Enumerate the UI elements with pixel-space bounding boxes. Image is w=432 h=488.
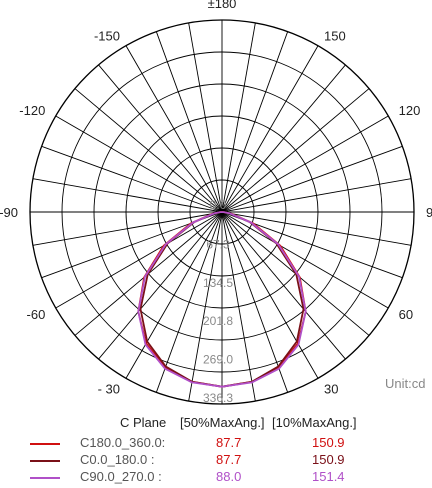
grid-spoke: [221, 64, 346, 213]
legend-value-10: 150.9: [312, 435, 345, 450]
grid-spoke: [155, 31, 223, 213]
grid-spoke: [221, 211, 289, 393]
radial-label: 134.5: [203, 276, 233, 290]
angle-label: -90: [0, 205, 18, 220]
grid-spoke: [55, 211, 223, 309]
legend-header-50: [50%MaxAng.]: [180, 415, 265, 430]
grid-spoke: [55, 115, 223, 213]
radial-label: 269.0: [203, 353, 233, 367]
grid-spoke: [125, 45, 223, 213]
intensity-curve: [137, 211, 307, 388]
radial-label: 0.0: [210, 198, 227, 212]
radial-labels: 0.0 67.3 134.5 201.8 269.0 336.3: [203, 198, 233, 405]
grid-spoke: [74, 88, 223, 213]
unit-label: Unit:cd: [385, 376, 426, 391]
angle-label: 30: [324, 382, 338, 397]
angle-label: -120: [19, 103, 45, 118]
radial-label: 201.8: [203, 314, 233, 328]
legend: C Plane [50%MaxAng.] [10%MaxAng.] C180.0…: [0, 415, 432, 488]
angle-labels: ±1801501209060300- 30-60-90-120-150: [0, 0, 432, 397]
grid-spoke: [221, 145, 403, 213]
grid-spoke: [155, 211, 223, 393]
legend-value-10: 151.4: [312, 469, 345, 484]
grid-spoke: [221, 88, 370, 213]
angle-label: 60: [399, 307, 413, 322]
grid-spoke: [221, 22, 256, 213]
legend-header-10: [10%MaxAng.]: [272, 415, 357, 430]
grid-spoke: [221, 211, 319, 379]
legend-swatch: [30, 443, 60, 445]
legend-row: C180.0_360.0: 87.7 150.9: [0, 435, 432, 453]
intensity-curves: [137, 211, 307, 388]
grid-spoke: [41, 145, 223, 213]
angle-label: - 30: [98, 382, 120, 397]
grid-spoke: [125, 211, 223, 379]
angle-label: ±180: [208, 0, 237, 11]
grid-spoke: [221, 45, 319, 213]
legend-series-name: C180.0_360.0:: [80, 435, 166, 450]
angle-label: 150: [324, 28, 346, 43]
legend-row: C0.0_180.0 : 87.7 150.9: [0, 452, 432, 470]
grid-spoke: [221, 31, 289, 213]
angle-label: 120: [399, 103, 421, 118]
legend-swatch: [30, 477, 60, 479]
radial-label: 67.3: [206, 237, 230, 251]
legend-series-name: C90.0_270.0 :: [80, 469, 162, 484]
legend-value-50: 87.7: [216, 452, 242, 467]
legend-value-10: 150.9: [312, 452, 345, 467]
polar-chart: ±1801501209060300- 30-60-90-120-150 0.06…: [0, 0, 432, 405]
legend-series-name: C0.0_180.0 :: [80, 452, 155, 467]
radial-label: 336.3: [203, 391, 233, 405]
legend-value-50: 88.0: [216, 469, 242, 484]
grid-spoke: [221, 211, 412, 246]
grid-spoke: [98, 211, 223, 360]
grid-spoke: [221, 211, 389, 309]
grid-spoke: [188, 22, 223, 213]
grid-spoke: [32, 178, 223, 213]
legend-row: C90.0_270.0 : 88.0 151.4: [0, 469, 432, 487]
grid-spoke: [221, 211, 256, 402]
legend-header-plane: C Plane: [120, 415, 167, 430]
grid-spoke: [188, 211, 223, 402]
grid-spoke: [221, 115, 389, 213]
grid-spoke: [221, 211, 346, 360]
angle-label: -60: [27, 307, 46, 322]
grid-spoke: [221, 178, 412, 213]
grid-spoke: [32, 211, 223, 246]
legend-value-50: 87.7: [216, 435, 242, 450]
angle-label: 90: [426, 205, 432, 220]
angle-label: -150: [94, 28, 120, 43]
legend-swatch: [30, 460, 60, 462]
grid-spoke: [98, 64, 223, 213]
